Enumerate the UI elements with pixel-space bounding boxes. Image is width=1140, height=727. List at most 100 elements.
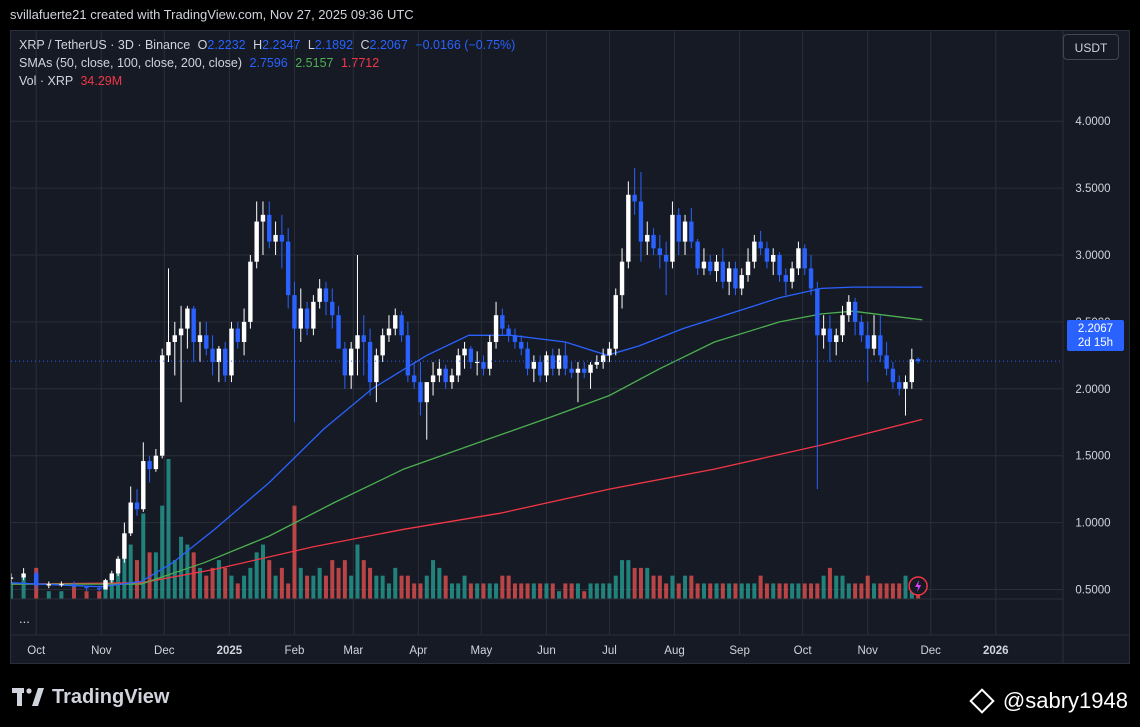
volume-bar bbox=[651, 575, 656, 599]
volume-bar bbox=[248, 567, 253, 599]
candle bbox=[317, 279, 322, 309]
candle bbox=[96, 585, 102, 591]
y-tick-label: 3.0000 bbox=[1075, 250, 1110, 262]
candle bbox=[103, 578, 108, 590]
candle-body bbox=[285, 241, 291, 296]
chart-panel[interactable]: 4.00003.50003.00002.50002.00001.50001.00… bbox=[10, 30, 1130, 664]
candle-body bbox=[890, 368, 896, 383]
candle-body bbox=[430, 375, 436, 383]
candle-body bbox=[437, 368, 442, 376]
change-value: −0.0166 (−0.75%) bbox=[415, 38, 516, 52]
volume-bar bbox=[431, 560, 436, 599]
candle-body bbox=[71, 584, 77, 587]
volume-bar bbox=[557, 591, 562, 599]
x-tick-label: Dec bbox=[920, 645, 941, 657]
volume-bar bbox=[380, 575, 385, 599]
volume-bar bbox=[544, 583, 549, 599]
candle-body bbox=[159, 355, 165, 456]
candle bbox=[771, 248, 776, 276]
volume-bar bbox=[865, 575, 870, 599]
candle-body bbox=[254, 221, 259, 262]
sma100-value: 2.5157 bbox=[295, 56, 334, 70]
volume-bar bbox=[487, 583, 492, 599]
candle-body bbox=[248, 261, 253, 322]
candle-body bbox=[500, 315, 505, 329]
candle bbox=[430, 362, 436, 396]
volume-bar bbox=[897, 583, 902, 599]
candle bbox=[607, 341, 612, 363]
sma-legend[interactable]: SMAs (50, close, 100, close, 200, close)… bbox=[19, 56, 379, 70]
candle-body bbox=[525, 348, 530, 369]
candle bbox=[487, 335, 492, 376]
candle-body bbox=[638, 201, 644, 242]
candle-body bbox=[273, 234, 278, 242]
axes: 4.00003.50003.00002.50002.00001.50001.00… bbox=[11, 31, 1129, 663]
volume-bar bbox=[695, 583, 700, 599]
author-watermark: @sabry1948 bbox=[969, 686, 1128, 716]
volume-bar bbox=[368, 567, 373, 599]
candle-body bbox=[462, 348, 467, 356]
candle bbox=[808, 255, 814, 296]
more-panes-indicator[interactable]: ... bbox=[19, 611, 30, 626]
candle-body bbox=[348, 348, 354, 376]
candle-body bbox=[619, 261, 625, 296]
volume-bar bbox=[11, 583, 13, 599]
candle-body bbox=[676, 214, 681, 242]
y-tick-label: 3.5000 bbox=[1075, 183, 1110, 195]
candle bbox=[613, 288, 618, 356]
candle-body bbox=[481, 362, 486, 369]
candle bbox=[493, 301, 499, 349]
candle-body bbox=[374, 355, 379, 383]
volume-bar bbox=[21, 575, 26, 599]
tradingview-logo[interactable]: TradingView bbox=[12, 684, 169, 710]
candle-body bbox=[103, 580, 108, 590]
candle-body bbox=[367, 341, 373, 383]
candle bbox=[229, 321, 234, 383]
candle bbox=[462, 341, 467, 369]
candle-body bbox=[682, 221, 688, 242]
candle bbox=[178, 305, 184, 403]
price-chart[interactable]: 4.00003.50003.00002.50002.00001.50001.00… bbox=[11, 31, 1129, 663]
candle-body bbox=[487, 341, 492, 369]
candle bbox=[512, 328, 518, 349]
volume-bar bbox=[393, 567, 398, 599]
volume-bar bbox=[708, 583, 713, 599]
candle-body bbox=[582, 368, 587, 373]
candle bbox=[134, 489, 140, 516]
candle-body bbox=[739, 275, 744, 289]
candle bbox=[531, 355, 537, 383]
candle-body bbox=[550, 355, 555, 369]
candle bbox=[840, 305, 845, 342]
candle bbox=[569, 362, 574, 379]
volume-bar bbox=[575, 583, 580, 599]
candle-body bbox=[128, 502, 133, 534]
currency-button[interactable]: USDT bbox=[1063, 34, 1119, 60]
volume-bar bbox=[336, 567, 341, 599]
candle bbox=[626, 181, 631, 269]
candle bbox=[386, 315, 392, 342]
x-tick-label: 2025 bbox=[217, 645, 243, 657]
binance-square-icon bbox=[969, 688, 995, 714]
candle-body bbox=[714, 261, 719, 272]
candle bbox=[248, 255, 253, 329]
candle-body bbox=[191, 308, 196, 342]
candle bbox=[33, 570, 39, 590]
volume-bar bbox=[172, 560, 177, 599]
volume-bar bbox=[657, 575, 662, 599]
candle bbox=[241, 308, 247, 356]
candle-body bbox=[802, 248, 807, 269]
volume-bar bbox=[720, 583, 725, 599]
close-label: C bbox=[360, 38, 370, 52]
candle bbox=[594, 355, 600, 369]
chart-credit-bar: svillafuerte21 created with TradingView.… bbox=[0, 0, 1140, 30]
candle-body bbox=[613, 295, 618, 349]
candle-body bbox=[185, 308, 190, 329]
volume-legend[interactable]: Vol · XRP 34.29M bbox=[19, 74, 122, 88]
candle bbox=[405, 321, 411, 383]
volume-bar bbox=[147, 552, 152, 599]
volume-bar bbox=[286, 583, 291, 599]
candle-body bbox=[758, 241, 763, 249]
candle bbox=[645, 221, 650, 255]
volume-bar bbox=[689, 575, 694, 599]
x-tick-label: Aug bbox=[664, 645, 684, 657]
